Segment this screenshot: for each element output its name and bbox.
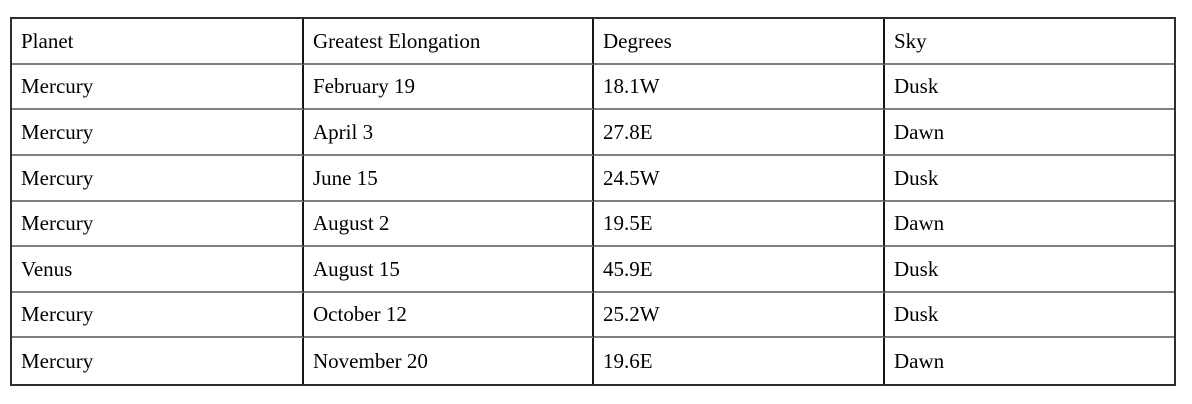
table-cell-sky: Dusk bbox=[885, 156, 1174, 202]
table-cell-sky: Dawn bbox=[885, 110, 1174, 156]
header-cell-planet: Planet bbox=[12, 19, 304, 65]
header-cell-sky: Sky bbox=[885, 19, 1174, 65]
table-row: Venus August 15 45.9E Dusk bbox=[12, 247, 1174, 293]
table-cell-planet: Mercury bbox=[12, 110, 304, 156]
table-cell-degrees: 18.1W bbox=[594, 64, 885, 111]
table-row: Mercury August 2 19.5E Dawn bbox=[12, 201, 1174, 248]
table-cell-degrees: 19.5E bbox=[594, 201, 885, 248]
table-cell-elongation: June 15 bbox=[304, 155, 594, 202]
table-cell-elongation: April 3 bbox=[304, 110, 594, 156]
table-cell-planet: Mercury bbox=[12, 201, 304, 248]
table-cell-sky: Dawn bbox=[894, 349, 945, 374]
table-cell-degrees: 25.2W bbox=[594, 292, 885, 339]
header-cell-degrees: Degrees bbox=[594, 19, 885, 65]
elongation-table: Planet Greatest Elongation Degrees Sky M… bbox=[10, 17, 1176, 386]
table-row: Mercury November 20 19.6E Dawn bbox=[12, 338, 1174, 384]
table-row: Mercury February 19 18.1W Dusk bbox=[12, 64, 1174, 111]
table-cell-planet: Venus bbox=[12, 247, 304, 293]
table-cell-elongation: August 2 bbox=[304, 201, 594, 248]
table-cell-planet: Mercury bbox=[12, 64, 304, 111]
table-cell-degrees: 45.9E bbox=[594, 247, 885, 293]
table-cell-elongation: November 20 bbox=[304, 338, 594, 384]
table-cell-sky: Dusk bbox=[885, 293, 1174, 339]
header-cell-greatest-elongation: Greatest Elongation bbox=[304, 19, 594, 65]
table-row: Mercury April 3 27.8E Dawn bbox=[12, 110, 1174, 156]
table-cell-degrees: 19.6E bbox=[594, 338, 885, 384]
table-cell-elongation: October 12 bbox=[304, 292, 594, 339]
header-row: Planet Greatest Elongation Degrees Sky bbox=[12, 19, 1174, 65]
table-row: Mercury October 12 25.2W Dusk bbox=[12, 292, 1174, 339]
table-cell-sky: Dusk bbox=[885, 65, 1174, 111]
table-row: Mercury June 15 24.5W Dusk bbox=[12, 155, 1174, 202]
table-cell-planet: Mercury bbox=[12, 338, 304, 384]
table-cell-degrees: 27.8E bbox=[594, 110, 885, 156]
table-cell-elongation: August 15 bbox=[304, 247, 594, 293]
table-cell-sky: Dawn bbox=[885, 202, 1174, 248]
table-cell-elongation: February 19 bbox=[304, 64, 594, 111]
table-cell-planet: Mercury bbox=[12, 155, 304, 202]
table-cell-degrees: 24.5W bbox=[594, 155, 885, 202]
table-cell-sky: Dusk bbox=[885, 247, 1174, 293]
table-cell-planet: Mercury bbox=[12, 292, 304, 339]
